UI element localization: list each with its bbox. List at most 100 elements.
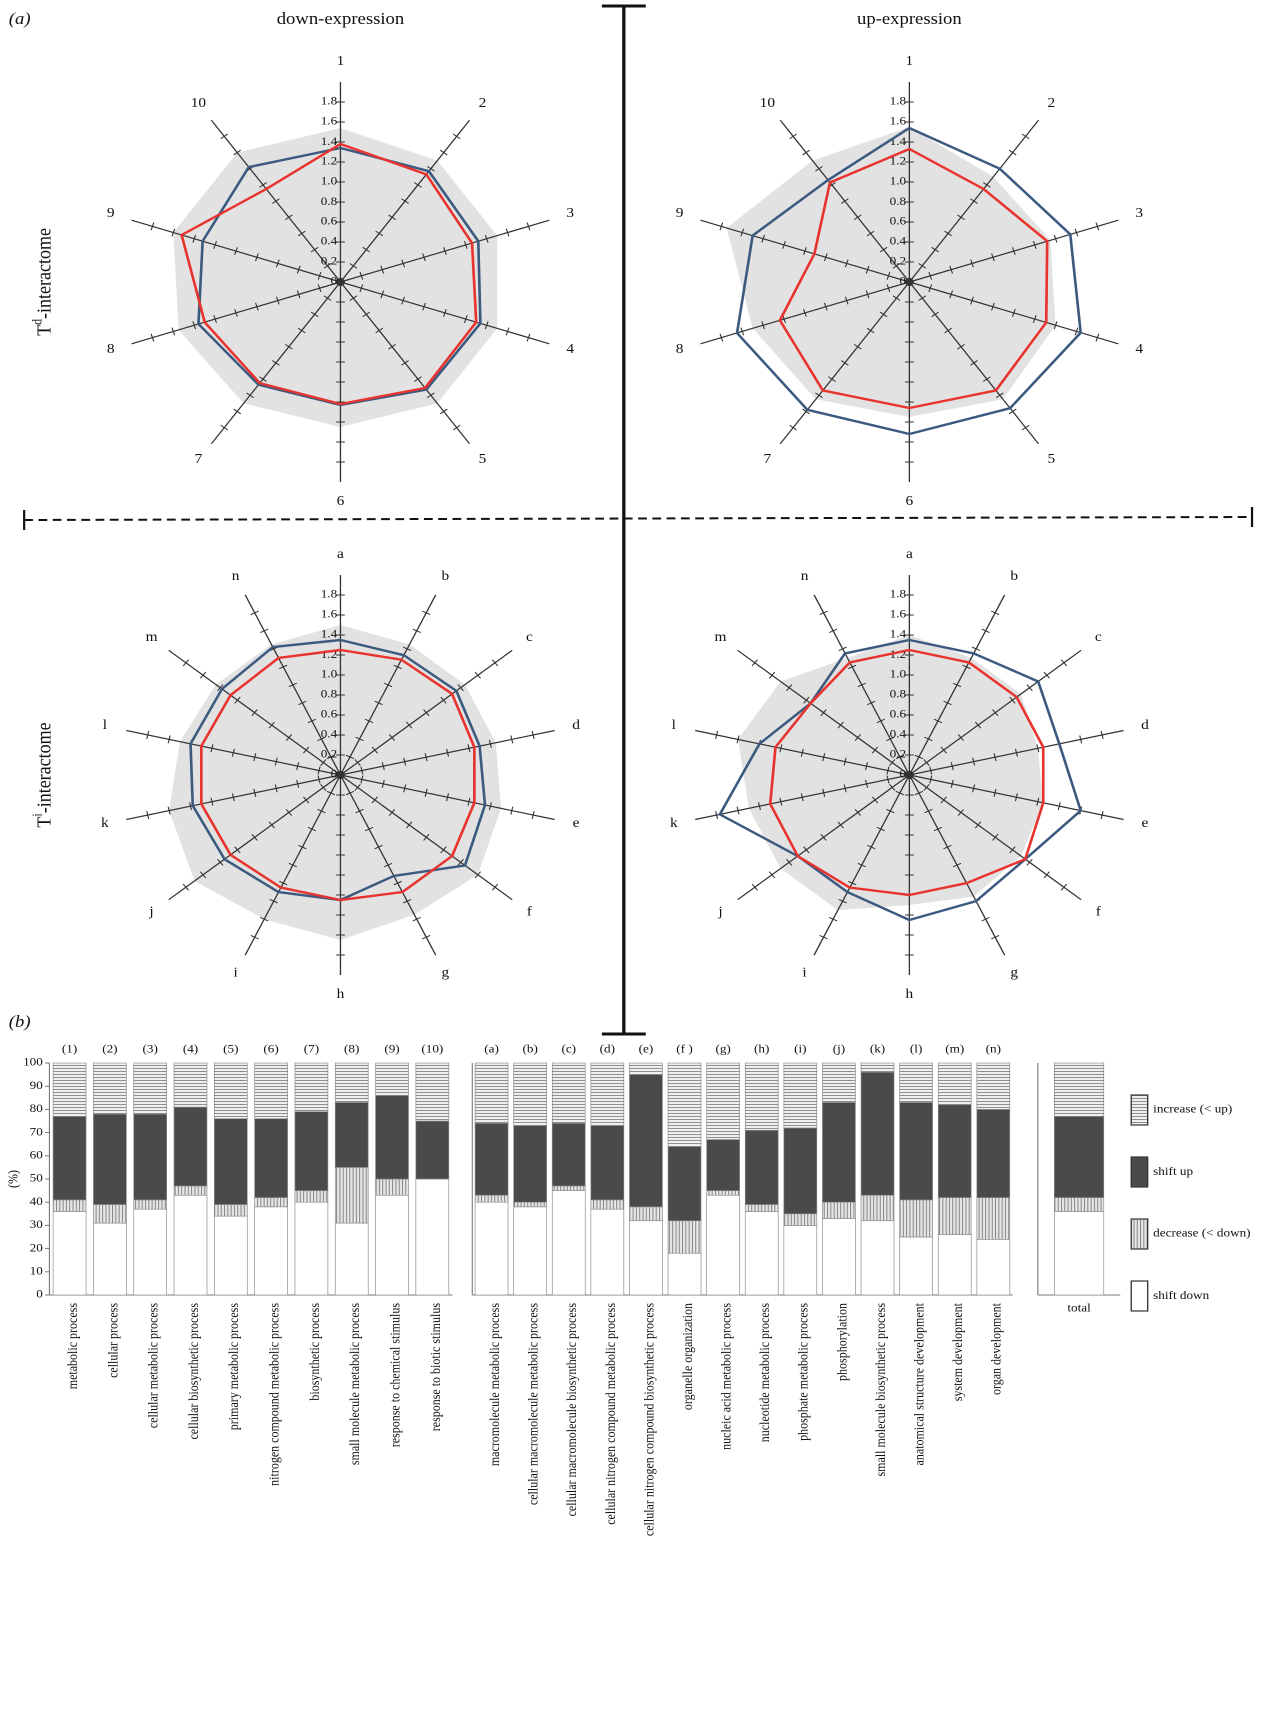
radar-tick — [374, 844, 383, 850]
radar-tick — [940, 746, 947, 754]
radar-tick — [192, 321, 197, 330]
radar-tick — [1036, 797, 1040, 806]
radar-tick — [426, 392, 435, 399]
radar-tick — [785, 858, 793, 866]
bar-segment — [415, 1062, 450, 1122]
radar-tick — [993, 788, 997, 797]
radar-tick — [424, 753, 428, 762]
radar-tick — [234, 846, 241, 854]
radar-tick — [865, 779, 869, 788]
bar-code-label: (d) — [600, 1042, 615, 1055]
radar-tick — [388, 214, 396, 221]
radar-tick — [171, 327, 176, 336]
radar-tick — [234, 696, 241, 704]
radar-tick — [317, 271, 322, 280]
radar-tick — [422, 610, 431, 616]
bar-segment — [474, 1123, 509, 1196]
bar-segment — [93, 1113, 127, 1205]
radar-tick — [1100, 730, 1104, 739]
radar-tick — [857, 862, 866, 868]
radar-tick — [253, 788, 257, 797]
bar-code-label: (10) — [421, 1042, 443, 1055]
x-tick-label: nitrogen compound metabolic process — [267, 1303, 282, 1486]
radar-tick — [895, 754, 905, 760]
radar-tick — [364, 826, 374, 832]
radar-axis-label: 5 — [479, 452, 487, 467]
radar-axis-label: 2 — [1048, 96, 1056, 111]
radar-tick — [970, 259, 974, 268]
radar-tick — [991, 253, 995, 262]
radar-tick — [952, 682, 962, 688]
radar-tick-label: 1.0 — [321, 667, 337, 680]
radar-tick — [531, 811, 535, 820]
radar-tick — [853, 343, 862, 350]
radar-tick — [146, 811, 150, 820]
radar-tick — [1060, 659, 1068, 667]
radar-tick — [182, 659, 190, 667]
radar-tick — [403, 757, 407, 766]
radar-axis-label: j — [148, 904, 153, 919]
radar-tick — [491, 883, 499, 891]
bar-segment — [334, 1102, 369, 1168]
radar-tick — [844, 296, 849, 305]
radar-tick — [217, 684, 224, 692]
radar-tick — [1009, 846, 1016, 854]
x-tick-label: cellular macromolecule biosynthetic proc… — [565, 1303, 580, 1517]
radar-line — [199, 648, 476, 902]
bar-segment — [334, 1167, 369, 1224]
radar-tick — [297, 327, 306, 334]
radar-tick — [274, 757, 278, 766]
radar-tick — [405, 821, 413, 829]
radar-axis-label: 10 — [760, 96, 775, 111]
radar-tick — [345, 754, 355, 760]
radar-tick — [336, 772, 345, 778]
radar-tick — [1036, 744, 1040, 753]
radar-tick — [928, 271, 933, 280]
radar-tick — [317, 736, 326, 742]
radar-tick — [844, 259, 849, 268]
radar-tick — [847, 664, 857, 670]
radar-tick — [302, 746, 310, 754]
bar-segment — [551, 1062, 586, 1124]
x-tick-label: system development — [951, 1303, 966, 1402]
radar-axis-label: 9 — [107, 206, 115, 221]
bar-segment — [744, 1062, 779, 1131]
radar-tick — [1014, 748, 1018, 757]
radar-tick — [355, 808, 364, 814]
radar-tick — [736, 806, 740, 815]
bar-code-label: (5) — [223, 1042, 238, 1055]
radar-tick — [822, 753, 826, 762]
radar-tick — [393, 664, 402, 670]
radar-tick — [914, 790, 924, 796]
radar-tick — [876, 718, 885, 724]
bar-segment — [254, 1062, 288, 1119]
radar-tick — [388, 734, 396, 742]
radar-tick — [167, 735, 171, 744]
radar-tick — [843, 757, 847, 766]
bar-code-label: (8) — [344, 1042, 359, 1055]
radar-tick — [383, 862, 393, 868]
radar-tick — [423, 833, 430, 841]
bar-segment — [375, 1194, 409, 1296]
radar-tick — [982, 376, 991, 382]
radar-tick — [923, 784, 930, 791]
radar-tick — [892, 263, 901, 269]
bar-segment — [551, 1123, 586, 1187]
y-tick-label: 60 — [30, 1148, 43, 1161]
radar-tick — [1060, 883, 1068, 891]
x-tick-label: total — [1067, 1301, 1091, 1314]
y-axis-label: (%) — [6, 1170, 21, 1188]
radar-tick — [349, 295, 358, 301]
radar-tick — [940, 796, 947, 804]
bar-segment — [667, 1252, 702, 1296]
radar-tick — [779, 744, 783, 753]
bar-segment — [133, 1208, 167, 1296]
radar-tick — [371, 796, 378, 804]
legend-swatch — [1130, 1094, 1149, 1126]
radar-tick — [993, 753, 997, 762]
bar-segment — [667, 1062, 702, 1147]
radar-tick — [269, 898, 278, 904]
radar-tick — [401, 259, 406, 268]
radar-tick — [981, 628, 990, 634]
radar-tick — [259, 376, 267, 382]
